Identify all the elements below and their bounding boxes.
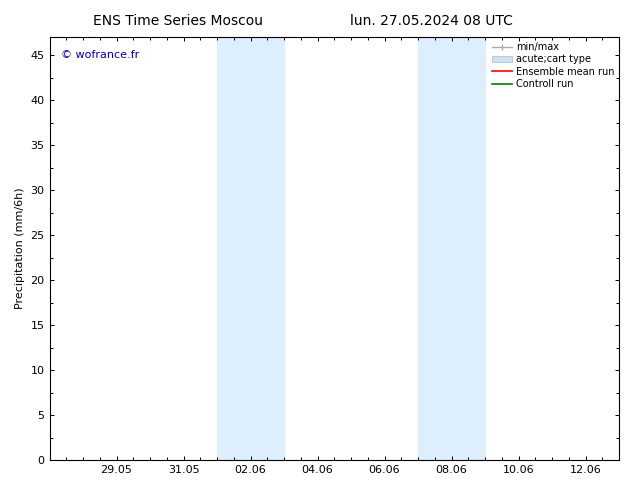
- Y-axis label: Precipitation (mm/6h): Precipitation (mm/6h): [15, 188, 25, 309]
- Text: lun. 27.05.2024 08 UTC: lun. 27.05.2024 08 UTC: [350, 14, 512, 28]
- Bar: [418, 37, 485, 460]
- Text: ENS Time Series Moscou: ENS Time Series Moscou: [93, 14, 262, 28]
- Bar: [217, 37, 284, 460]
- Legend: min/max, acute;cart type, Ensemble mean run, Controll run: min/max, acute;cart type, Ensemble mean …: [490, 40, 616, 91]
- Text: © wofrance.fr: © wofrance.fr: [61, 50, 139, 60]
